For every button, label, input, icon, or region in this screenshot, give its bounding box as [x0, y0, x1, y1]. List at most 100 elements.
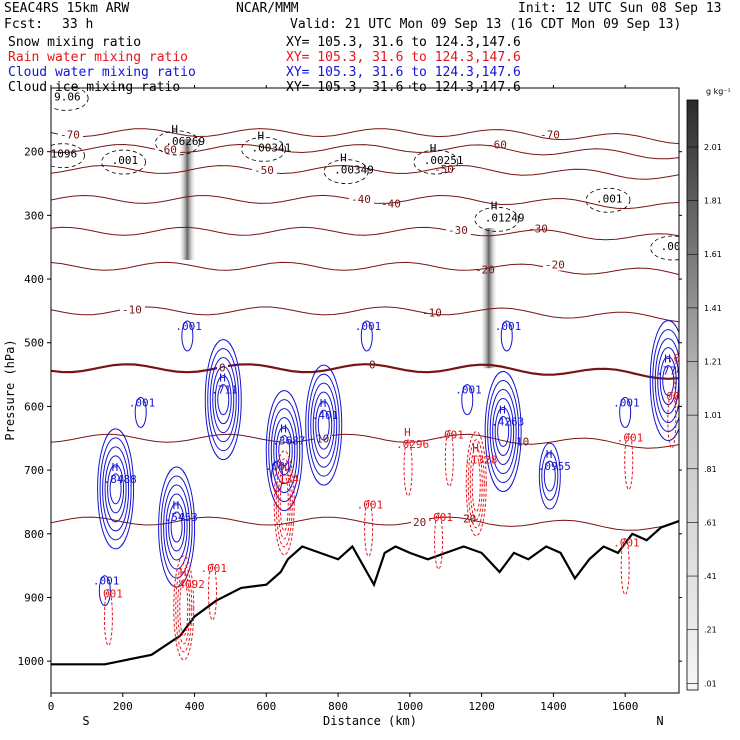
isotherm-label: 10 — [516, 436, 529, 449]
isotherm-label: -30 — [448, 224, 468, 237]
cloud-contour — [360, 320, 373, 352]
ice-max-label: 1096 — [51, 148, 78, 161]
cloud-contour — [487, 380, 520, 484]
y-tick-label: 700 — [24, 464, 44, 477]
fcst-label: Fcst: — [4, 17, 44, 32]
x-tick-label: 1400 — [540, 700, 567, 713]
isotherm-label-bg — [58, 128, 83, 141]
colorbar-gradient — [686, 99, 699, 691]
isotherm-label: 10 — [316, 433, 329, 446]
legend-rain-name: Rain water mixing ratio — [8, 50, 189, 65]
cloud-max-label: .401 — [312, 409, 339, 422]
cloud-contour — [317, 409, 330, 441]
cloud-contour — [160, 475, 193, 579]
cloud-contour — [168, 502, 186, 552]
rain-contour — [624, 432, 634, 490]
cloud-contour — [273, 417, 296, 485]
cloud-contour — [170, 511, 183, 543]
rain-max-label: .1328 — [464, 454, 497, 467]
isotherm-line — [51, 306, 679, 323]
x-end-label-left: S — [82, 714, 89, 728]
cloud-contour — [494, 407, 512, 457]
isotherm-label: 20 — [463, 512, 476, 525]
cloud-contour — [312, 391, 335, 459]
y-axis-label: Pressure (hPa) — [3, 339, 17, 440]
isotherm-label-bg — [217, 361, 228, 374]
ice-contour — [585, 187, 631, 213]
cloud-contour — [107, 464, 125, 514]
ice-max-label: .00104 — [661, 240, 701, 253]
rain-contour — [207, 563, 217, 621]
rain-contour — [471, 455, 481, 513]
rain-max-label: .001 — [357, 498, 384, 511]
rain-contour — [279, 474, 289, 532]
x-tick-label: 0 — [48, 700, 55, 713]
cloud-contour — [163, 484, 191, 570]
colorbar-tick-label: 1.81 — [704, 197, 722, 206]
ice-max-marker: H — [491, 199, 498, 212]
ice-max-label: .01249 — [485, 211, 525, 224]
isotherm-label: 0 — [369, 358, 376, 371]
cloud-max-label: .001 — [93, 575, 120, 588]
x-tick-label: 1200 — [468, 700, 495, 713]
y-tick-label: 600 — [24, 400, 44, 413]
isotherm-line — [51, 516, 679, 531]
isotherm-line — [51, 433, 679, 449]
rain-contour — [444, 429, 454, 487]
cloud-contour — [619, 396, 632, 428]
colorbar-tick-label: 1.21 — [704, 358, 722, 367]
cloud-contour — [484, 371, 522, 493]
cloud-contour — [165, 493, 188, 561]
rain-max-label: .4092 — [172, 578, 205, 591]
rain-contour — [364, 499, 374, 557]
colorbar-tick-label: 1.01 — [704, 411, 722, 420]
cloud-max-label: .001 — [495, 320, 521, 333]
cloud-max-label: .001 — [175, 320, 202, 333]
colorbar-tick-label: .81 — [704, 465, 717, 474]
isotherm-label: -50 — [434, 163, 454, 176]
cloud-max-label: .711 — [211, 384, 238, 397]
ice-shading-column — [479, 228, 498, 369]
isotherm-line — [51, 128, 679, 145]
rain-contour — [173, 555, 195, 661]
cloud-contour — [181, 320, 194, 352]
isotherm-label: -70 — [60, 128, 80, 141]
cloud-contour — [307, 373, 340, 477]
cloud-contour — [305, 364, 343, 486]
rain-max-label: .134 — [272, 473, 299, 486]
ice-max-marker: H — [171, 123, 178, 136]
colorbar-unit: g kg⁻¹ — [706, 87, 731, 96]
cloud-contour — [209, 357, 237, 443]
cloud-contour — [662, 365, 675, 397]
cloud-contour — [98, 575, 111, 607]
cloud-contour — [214, 375, 232, 425]
ice-contour — [474, 206, 520, 232]
x-tick-label: 1000 — [397, 700, 424, 713]
ice-contour — [413, 149, 459, 175]
cloud-contour — [109, 473, 122, 505]
y-tick-label: 300 — [24, 209, 44, 222]
ice-max-label: .00251 — [424, 154, 464, 167]
rain-contour — [674, 353, 679, 411]
ice-max-marker: H — [258, 129, 265, 142]
isotherm-label: -50 — [254, 164, 274, 177]
rain-contour — [620, 538, 630, 596]
y-tick-label: 900 — [24, 591, 44, 604]
isotherm-label-bg — [411, 516, 429, 529]
ice-shading-column — [178, 138, 197, 260]
y-tick-label: 1000 — [18, 655, 45, 668]
y-tick-label: 200 — [24, 146, 44, 159]
cloud-contour — [102, 446, 130, 532]
isotherm-line — [51, 143, 679, 160]
model-title: SEAC4RS 15km ARW — [4, 1, 130, 16]
cloud-contour — [207, 348, 240, 452]
valid-time: Valid: 21 UTC Mon 09 Sep 13 (16 CDT Mon … — [290, 17, 682, 32]
isotherm-label: -20 — [545, 259, 565, 272]
legend-cloud-xy: XY= 105.3, 31.6 to 124.3,147.6 — [286, 65, 521, 80]
isotherm-line — [51, 164, 679, 180]
cloud-contour — [497, 416, 510, 448]
cloud-contour — [268, 399, 301, 503]
colorbar-tick-label: 2.01 — [704, 143, 722, 152]
cloud-contour — [204, 339, 242, 461]
ice-max-label: .00349 — [334, 164, 374, 177]
